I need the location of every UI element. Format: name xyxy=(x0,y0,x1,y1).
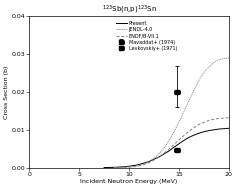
ENDF/B-VII.1 xyxy=(118,166,120,169)
JENDL-4.0 xyxy=(178,121,180,123)
Present xyxy=(128,165,130,167)
JENDL-4.0 xyxy=(148,161,150,163)
JENDL-4.0 xyxy=(158,153,160,155)
Present xyxy=(158,156,160,158)
JENDL-4.0 xyxy=(173,131,175,133)
ENDF/B-VII.1 xyxy=(213,118,215,120)
ENDF/B-VII.1 xyxy=(202,121,205,123)
ENDF/B-VII.1 xyxy=(182,134,185,137)
Present xyxy=(148,160,150,163)
Y-axis label: Cross Section (b): Cross Section (b) xyxy=(4,65,9,119)
JENDL-4.0 xyxy=(163,147,165,149)
Present xyxy=(138,163,141,166)
ENDF/B-VII.1 xyxy=(228,117,230,119)
Present xyxy=(182,139,185,142)
Present xyxy=(118,166,120,168)
Present xyxy=(123,166,125,168)
JENDL-4.0 xyxy=(138,164,141,167)
Present xyxy=(103,166,105,169)
ENDF/B-VII.1 xyxy=(168,148,170,150)
JENDL-4.0 xyxy=(208,66,210,68)
JENDL-4.0 xyxy=(192,89,195,91)
ENDF/B-VII.1 xyxy=(148,161,150,164)
Present xyxy=(143,162,146,164)
Line: Present: Present xyxy=(104,128,229,168)
ENDF/B-VII.1 xyxy=(163,152,165,154)
Present xyxy=(108,166,110,169)
ENDF/B-VII.1 xyxy=(138,165,141,167)
JENDL-4.0 xyxy=(133,165,136,168)
Line: ENDF/B-VII.1: ENDF/B-VII.1 xyxy=(114,118,229,168)
Line: JENDL-4.0: JENDL-4.0 xyxy=(114,58,229,168)
ENDF/B-VII.1 xyxy=(133,165,136,168)
ENDF/B-VII.1 xyxy=(218,117,220,120)
Title: $^{123}$Sb(n,p)$^{123}$Sn: $^{123}$Sb(n,p)$^{123}$Sn xyxy=(101,4,157,17)
JENDL-4.0 xyxy=(223,57,225,60)
Present xyxy=(213,129,215,131)
Present xyxy=(223,127,225,130)
JENDL-4.0 xyxy=(202,71,205,74)
Legend: Present, JENDL-4.0, ENDF/B-VII.1, Mavaddat+ (1974), Levkovskiy+ (1971): Present, JENDL-4.0, ENDF/B-VII.1, Mavadd… xyxy=(115,20,178,51)
JENDL-4.0 xyxy=(228,57,230,59)
Present xyxy=(163,153,165,155)
Present xyxy=(168,150,170,152)
JENDL-4.0 xyxy=(143,163,146,165)
Present xyxy=(113,166,115,168)
ENDF/B-VII.1 xyxy=(143,163,146,166)
ENDF/B-VII.1 xyxy=(173,143,175,146)
Present xyxy=(202,130,205,133)
Present xyxy=(173,146,175,148)
JENDL-4.0 xyxy=(187,100,190,102)
JENDL-4.0 xyxy=(168,140,170,142)
Present xyxy=(153,158,155,160)
ENDF/B-VII.1 xyxy=(208,119,210,121)
Present xyxy=(218,128,220,130)
JENDL-4.0 xyxy=(182,111,185,113)
JENDL-4.0 xyxy=(118,166,120,169)
JENDL-4.0 xyxy=(123,166,125,168)
ENDF/B-VII.1 xyxy=(178,139,180,141)
X-axis label: Incident Neutron Energy (MeV): Incident Neutron Energy (MeV) xyxy=(80,179,178,184)
ENDF/B-VII.1 xyxy=(123,166,125,168)
Present xyxy=(208,129,210,132)
ENDF/B-VII.1 xyxy=(113,166,115,169)
Present xyxy=(228,127,230,129)
JENDL-4.0 xyxy=(213,61,215,64)
ENDF/B-VII.1 xyxy=(187,130,190,132)
ENDF/B-VII.1 xyxy=(223,117,225,119)
JENDL-4.0 xyxy=(218,59,220,61)
Present xyxy=(133,164,136,167)
ENDF/B-VII.1 xyxy=(153,159,155,161)
JENDL-4.0 xyxy=(197,79,200,81)
Present xyxy=(187,136,190,139)
Present xyxy=(178,143,180,145)
ENDF/B-VII.1 xyxy=(192,126,195,129)
ENDF/B-VII.1 xyxy=(158,156,160,158)
JENDL-4.0 xyxy=(128,166,130,168)
Present xyxy=(197,132,200,134)
ENDF/B-VII.1 xyxy=(128,166,130,168)
JENDL-4.0 xyxy=(113,166,115,169)
JENDL-4.0 xyxy=(153,157,155,160)
Present xyxy=(192,134,195,136)
ENDF/B-VII.1 xyxy=(197,123,200,126)
